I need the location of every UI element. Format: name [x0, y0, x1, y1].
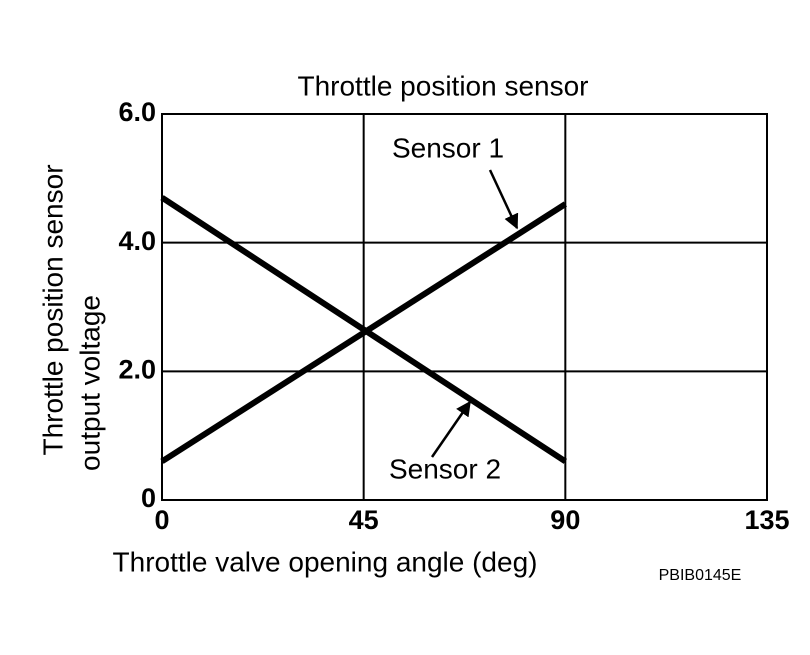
annotation-arrow — [430, 400, 472, 458]
y-tick-label: 2.0 — [118, 354, 156, 384]
y-tick-label: 4.0 — [118, 226, 156, 256]
y-axis-label: Throttle position sensor — [37, 164, 68, 455]
series-label: Sensor 2 — [389, 453, 501, 484]
y-tick-label: 0 — [141, 483, 156, 513]
y-axis-label: output voltage — [74, 295, 105, 471]
x-tick-label: 135 — [744, 505, 789, 535]
series-label: Sensor 1 — [392, 132, 504, 163]
x-tick-label: 90 — [550, 505, 580, 535]
series-line — [160, 195, 567, 464]
y-tick-label: 6.0 — [118, 97, 156, 127]
chart-title: Throttle position sensor — [297, 70, 588, 101]
figure-code: PBIB0145E — [659, 567, 742, 584]
x-tick-label: 45 — [349, 505, 379, 535]
plot-frame — [161, 113, 768, 501]
annotation-arrow — [488, 169, 519, 230]
x-tick-label: 0 — [154, 505, 169, 535]
x-axis-label: Throttle valve opening angle (deg) — [113, 546, 538, 577]
